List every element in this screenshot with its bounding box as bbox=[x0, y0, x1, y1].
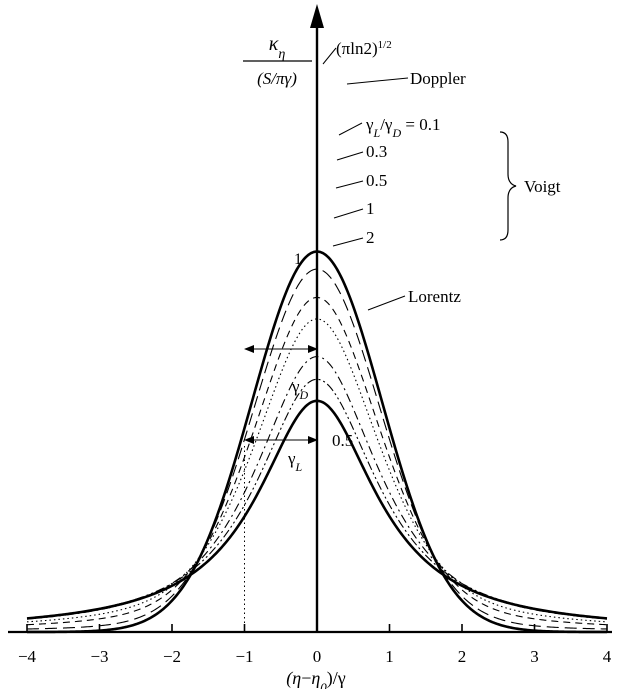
ratio-pointer-1 bbox=[335, 180, 364, 189]
series-line-0-5 bbox=[26, 318, 608, 623]
doppler-label: Doppler bbox=[410, 69, 466, 88]
x-tick-label-0: −4 bbox=[18, 647, 37, 666]
series-line-0-1 bbox=[26, 268, 608, 630]
doppler-pointer bbox=[346, 77, 409, 85]
voigt-label: Voigt bbox=[524, 177, 561, 196]
x-tick-label-5: 1 bbox=[385, 647, 394, 666]
ratio-pointer-3 bbox=[332, 237, 364, 247]
tick-layer: −4 −3 −2 −1 0 1 2 3 4 bbox=[18, 624, 612, 666]
x-axis-label: (η−η0)/γ bbox=[286, 668, 346, 689]
x-tick-label-8: 4 bbox=[603, 647, 612, 666]
ratio-value-2: 2 bbox=[366, 228, 375, 247]
half-value-label: 0.5 bbox=[332, 431, 353, 450]
doppler-peak-label: (πln2)1/2 bbox=[336, 39, 392, 58]
ratio-0-1-pointer bbox=[338, 122, 363, 136]
doppler-peak-pointer bbox=[322, 47, 337, 65]
x-tick-label-3: −1 bbox=[235, 647, 253, 666]
gamma-d-label: γD bbox=[291, 377, 309, 402]
lorentz-label: Lorentz bbox=[408, 287, 461, 306]
x-tick-label-2: −2 bbox=[163, 647, 181, 666]
ratio-pointer-2 bbox=[333, 208, 364, 219]
gamma-l-label: γL bbox=[287, 449, 303, 474]
x-tick-label-7: 3 bbox=[530, 647, 539, 666]
annotation-layer: (η−η0)/γ κη (S/πγ) (πln2)1/2 Doppler γL/γD = … bbox=[243, 33, 561, 689]
ratio-value-0-5: 0.5 bbox=[366, 171, 387, 190]
lorentz-peak-label: 1 bbox=[294, 251, 302, 268]
ratio-value-0-3: 0.3 bbox=[366, 142, 387, 161]
voigt-brace bbox=[499, 131, 517, 241]
y-axis-label-numerator: κη bbox=[269, 33, 286, 62]
ratio-pointer-0 bbox=[336, 151, 364, 161]
x-tick-label-6: 2 bbox=[458, 647, 467, 666]
x-tick-label-1: −3 bbox=[90, 647, 108, 666]
x-tick-label-4: 0 bbox=[313, 647, 322, 666]
ratio-value-1: 1 bbox=[366, 199, 375, 218]
ratio-label-0-1: γL/γD = 0.1 bbox=[365, 115, 440, 140]
y-axis-label-denominator: (S/πγ) bbox=[257, 69, 297, 88]
lorentz-pointer bbox=[367, 295, 406, 311]
y-axis-arrowhead bbox=[310, 4, 324, 28]
axes-layer bbox=[8, 4, 612, 634]
